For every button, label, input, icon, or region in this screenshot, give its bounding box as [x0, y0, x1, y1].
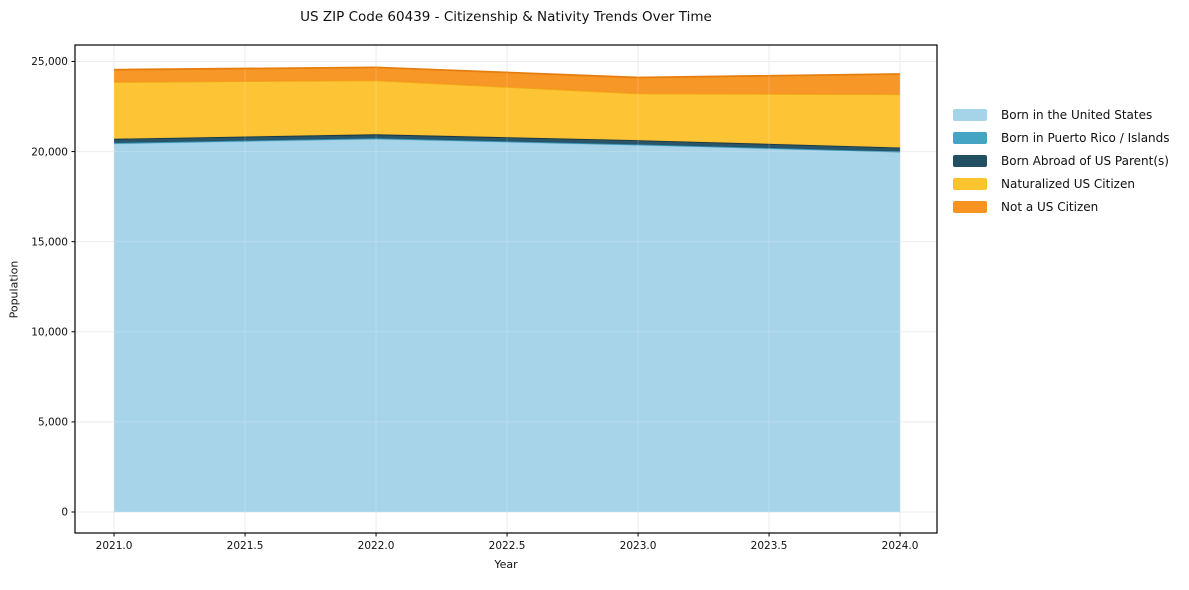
y-tick-label: 0: [61, 507, 68, 519]
legend-swatch: [953, 108, 987, 121]
x-tick-label: 2021.0: [96, 540, 133, 552]
legend-item: Born Abroad of US Parent(s): [953, 149, 1170, 172]
x-tick-label: 2021.5: [227, 540, 264, 552]
y-axis-label: Population: [7, 260, 21, 319]
area-born-in-the-united-states: [114, 138, 901, 513]
legend-item: Naturalized US Citizen: [953, 172, 1170, 195]
y-tick-label: 15,000: [31, 236, 68, 248]
legend-swatch: [953, 177, 987, 190]
area-edge-not-a-us-citizen: [113, 66, 901, 79]
legend: Born in the United States Born in Puerto …: [953, 103, 1170, 218]
area-born-abroad-of-us-parent-s: [114, 134, 901, 152]
legend-swatch: [953, 200, 987, 213]
y-tick-label: 25,000: [31, 56, 68, 68]
x-tick-label: 2024.0: [882, 540, 919, 552]
y-tick-label: 20,000: [31, 146, 68, 158]
legend-label: Born Abroad of US Parent(s): [1001, 153, 1169, 168]
x-axis-label: Year: [494, 558, 518, 571]
legend-item: Born in Puerto Rico / Islands: [953, 126, 1170, 149]
y-tick-label: 10,000: [31, 326, 68, 338]
area-naturalized-us-citizen: [114, 80, 901, 148]
legend-item: Not a US Citizen: [953, 195, 1170, 218]
area-not-a-us-citizen: [114, 67, 901, 95]
legend-label: Naturalized US Citizen: [1001, 176, 1135, 191]
x-tick-label: 2022.0: [358, 540, 395, 552]
legend-label: Born in Puerto Rico / Islands: [1001, 130, 1170, 145]
legend-label: Born in the United States: [1001, 107, 1153, 122]
legend-swatch: [953, 154, 987, 167]
chart-title: US ZIP Code 60439 - Citizenship & Nativi…: [300, 9, 712, 25]
x-tick-label: 2023.5: [751, 540, 788, 552]
x-tick-label: 2022.5: [489, 540, 526, 552]
plot-border: [74, 44, 938, 534]
legend-swatch: [953, 131, 987, 144]
y-tick-label: 5,000: [38, 417, 68, 429]
legend-item: Born in the United States: [953, 103, 1170, 126]
legend-label: Not a US Citizen: [1001, 199, 1099, 214]
x-tick-label: 2023.0: [620, 540, 657, 552]
